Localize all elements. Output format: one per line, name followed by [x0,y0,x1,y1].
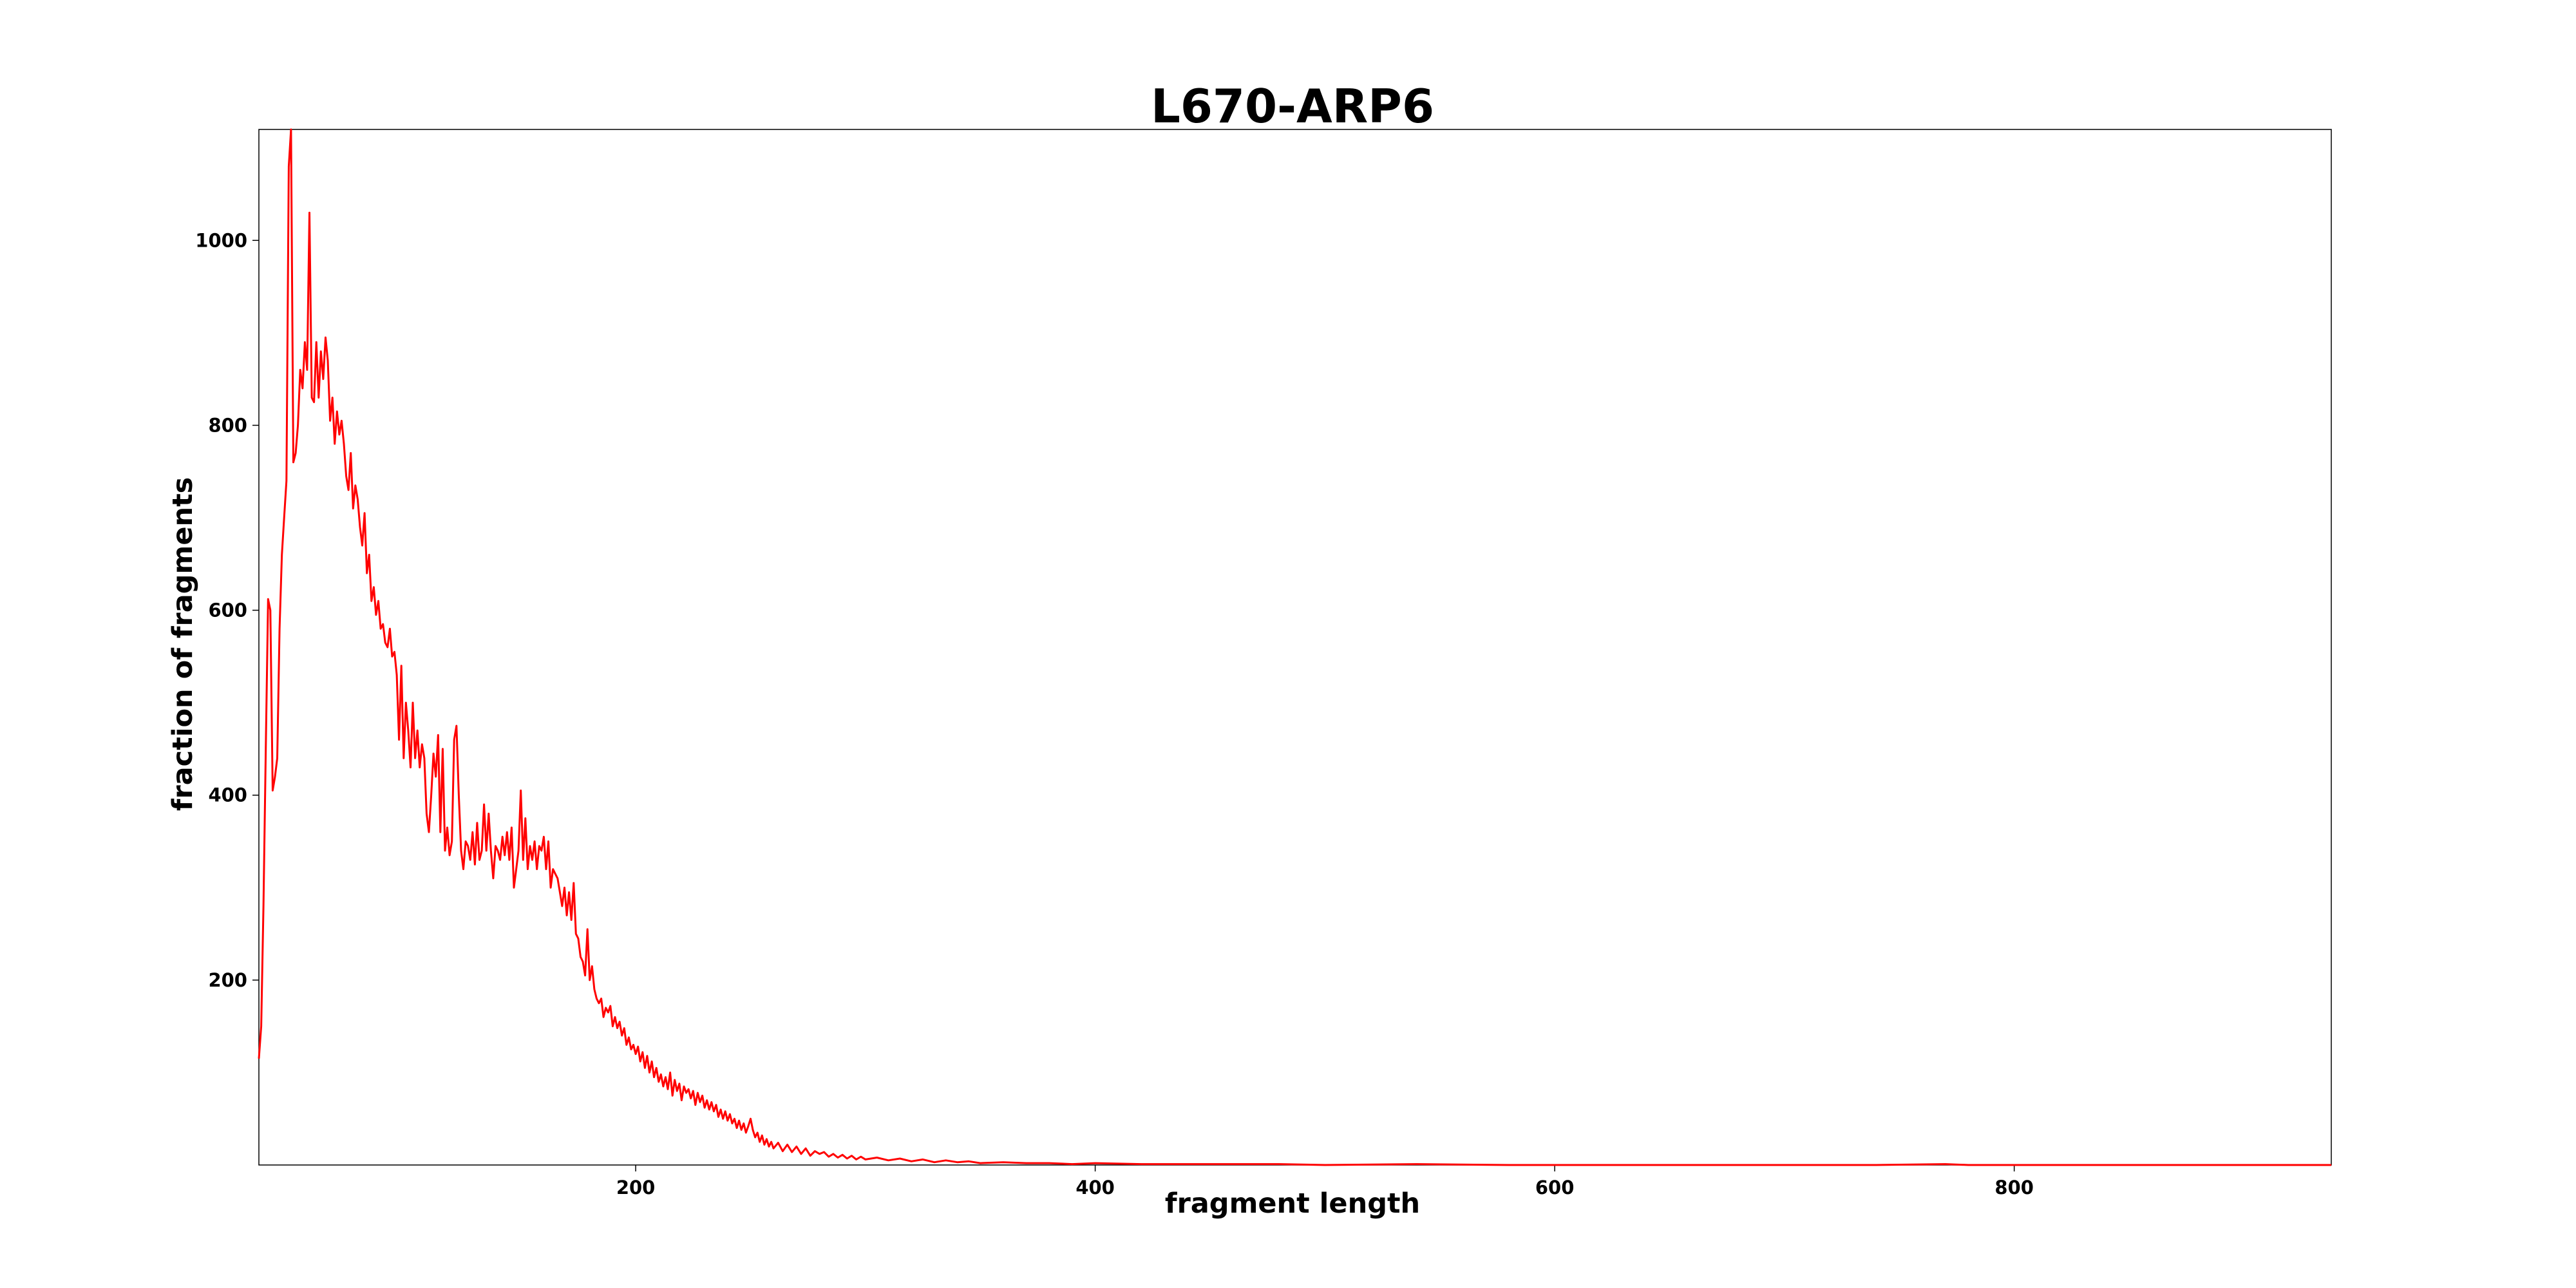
x-tick-label: 200 [616,1177,656,1198]
x-tick-label: 600 [1535,1177,1575,1198]
y-tick-label: 1000 [195,229,247,251]
y-tick-label: 400 [208,784,247,806]
y-axis-title: fraction of fragments [167,477,199,811]
x-tick-label: 400 [1075,1177,1115,1198]
x-axis: 200 400 600 800 [616,1165,2034,1198]
y-axis: 200 400 600 800 1000 [195,229,259,991]
y-tick-label: 200 [208,969,247,991]
x-tick-label: 800 [1994,1177,2034,1198]
plot-area: 200 400 600 800 200 400 600 800 1000 [195,128,2332,1198]
x-axis-title: fragment length [1165,1188,1420,1220]
y-tick-label: 800 [208,414,247,436]
y-tick-label: 600 [208,600,247,621]
series-line [258,128,2331,1166]
chart-title: L670-ARP6 [1151,79,1434,133]
